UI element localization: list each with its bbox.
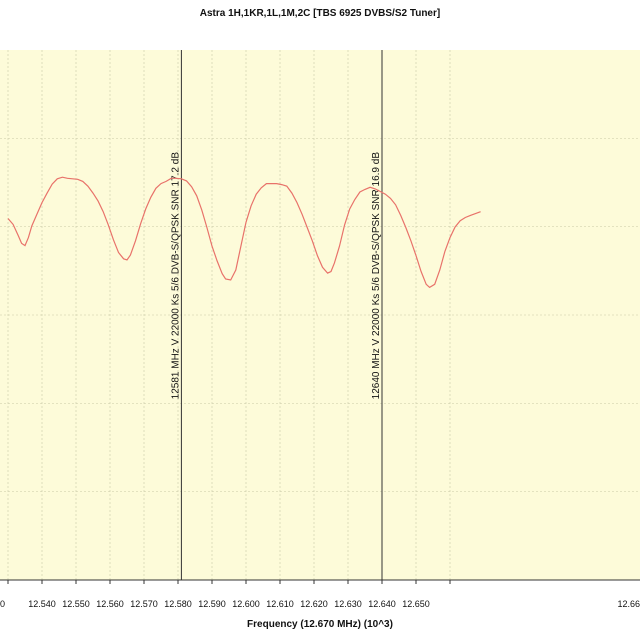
x-tick-label: 12.570 (130, 599, 158, 609)
chart-title: Astra 1H,1KR,1L,1M,2C [TBS 6925 DVBS/S2 … (199, 8, 441, 19)
x-tick-label: 12.610 (266, 599, 294, 609)
x-tick-label: 12.580 (164, 599, 192, 609)
x-axis-label: Frequency (12.670 MHz) (10^3) (247, 619, 393, 630)
x-tick-label: 0 (0, 599, 5, 609)
signal-level-line (7, 176, 481, 289)
marker-label: 12640 MHz V 22000 Ks 5/6 DVB-S/QPSK SNR … (371, 152, 382, 400)
x-tick-label: 12.66 (617, 599, 640, 609)
grid (0, 50, 640, 580)
x-tick-label: 12.640 (368, 599, 396, 609)
transponder-markers: 12581 MHz V 22000 Ks 5/6 DVB-S/QPSK SNR … (170, 50, 383, 580)
x-tick-label: 12.540 (28, 599, 56, 609)
x-axis-ticks: 0 12.540 12.550 12.560 12.570 12.580 12.590 12.… (0, 580, 640, 609)
x-tick-label: 12.630 (334, 599, 362, 609)
x-tick-label: 12.620 (300, 599, 328, 609)
x-tick-label: 12.550 (62, 599, 90, 609)
x-tick-label: 12.560 (96, 599, 124, 609)
x-tick-label: 12.590 (198, 599, 226, 609)
x-tick-label: 12.600 (232, 599, 260, 609)
marker-label: 12581 MHz V 22000 Ks 5/6 DVB-S/QPSK SNR … (170, 152, 181, 400)
x-tick-label: 12.650 (402, 599, 430, 609)
